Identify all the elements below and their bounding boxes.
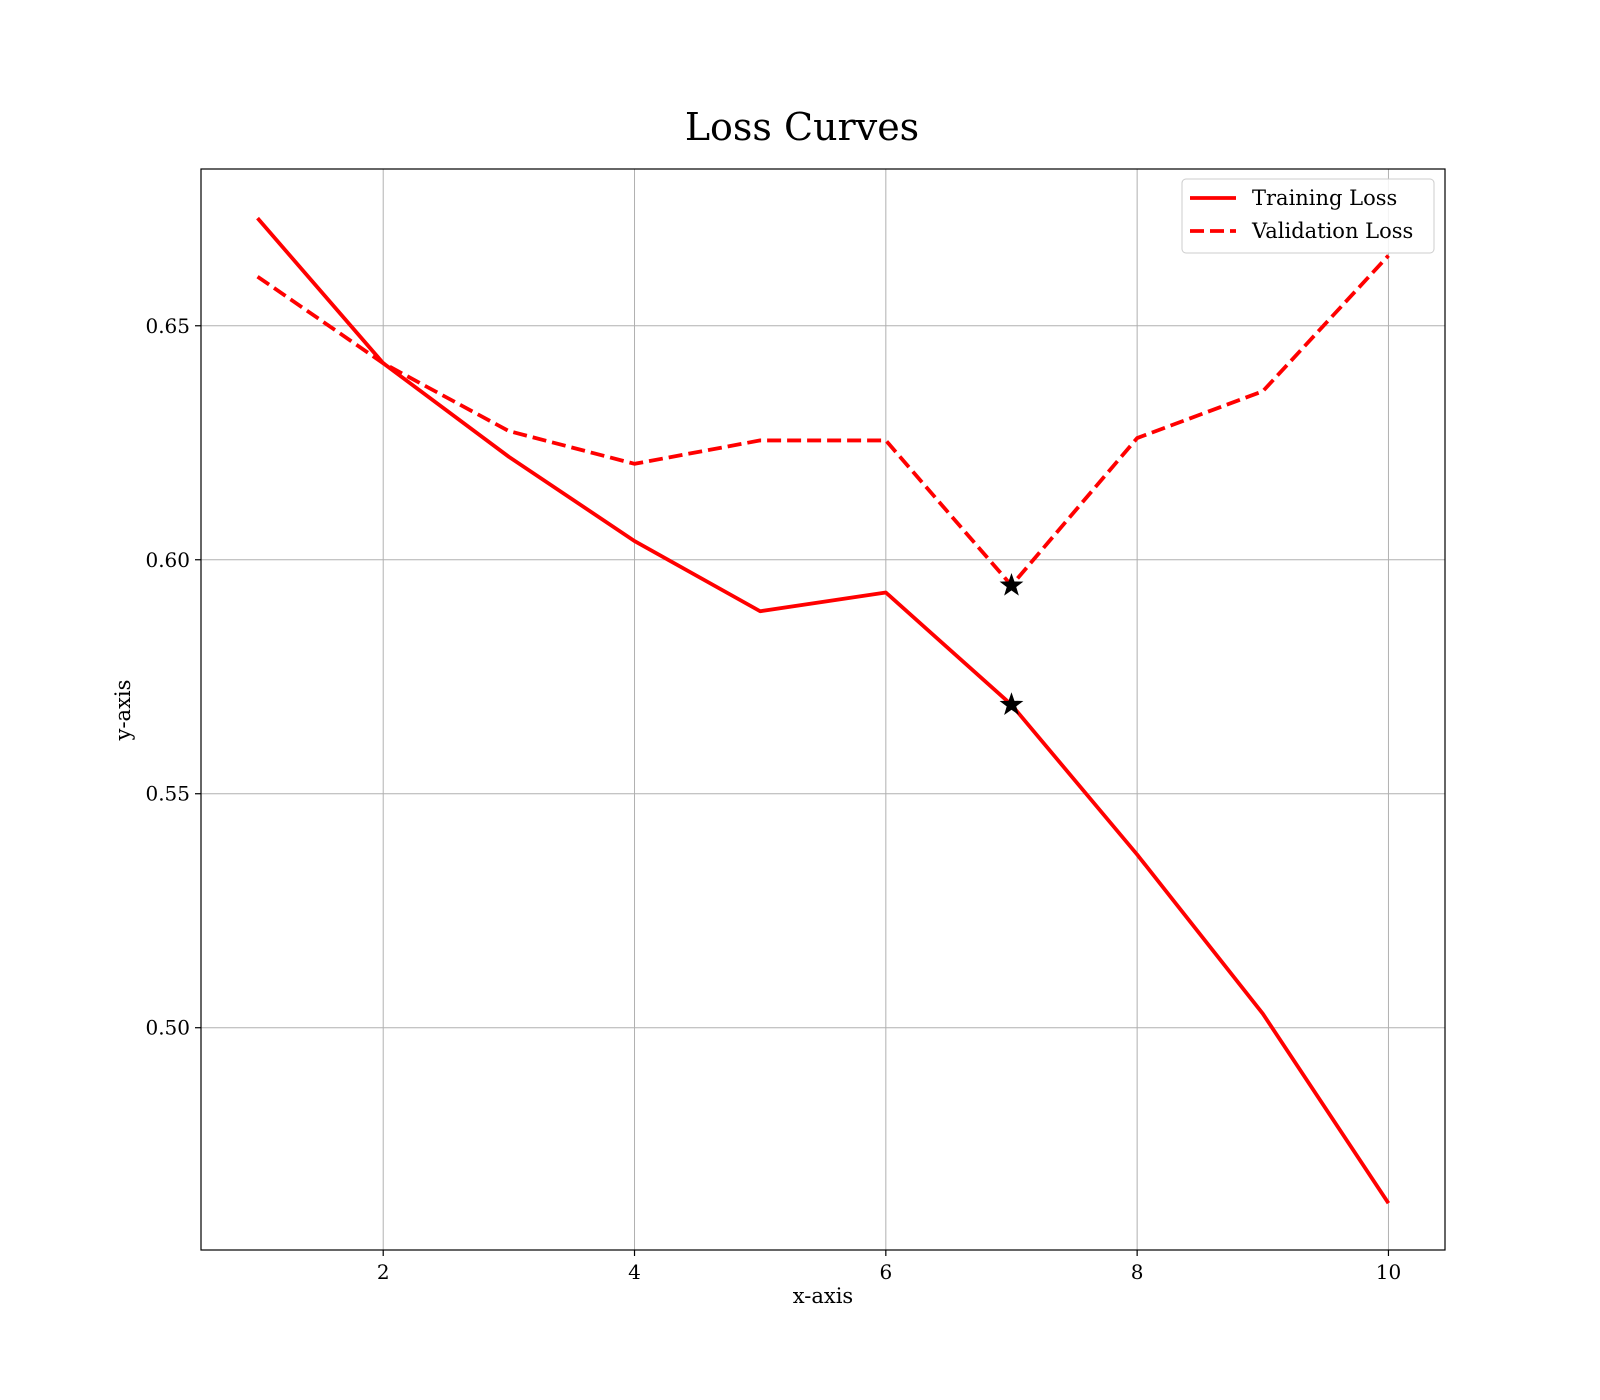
plot-frame — [200, 168, 1446, 1251]
x-tick-label: 4 — [628, 1260, 641, 1284]
axis-ticks: 2 4 6 8 10 0.50 0.55 0.60 0.65 — [145, 314, 1401, 1284]
y-axis-label: y-axis — [111, 680, 135, 742]
star-markers — [999, 572, 1024, 715]
validation-loss-line — [256, 254, 1390, 588]
x-tick-label: 10 — [1376, 1260, 1401, 1284]
legend-label-validation-loss: Validation Loss — [1251, 219, 1413, 243]
grid — [201, 169, 1445, 1250]
validation-loss-star-marker — [999, 572, 1024, 596]
y-tick-label: 0.50 — [145, 1016, 190, 1040]
legend-label-training-loss: Training Loss — [1252, 186, 1397, 210]
legend-box — [1181, 178, 1435, 254]
x-tick-label: 2 — [377, 1260, 390, 1284]
x-tick-label: 8 — [1131, 1260, 1144, 1284]
training-loss-line — [256, 216, 1391, 1205]
x-axis-label: x-axis — [793, 1284, 853, 1308]
y-tick-label: 0.55 — [145, 782, 190, 806]
series-lines — [256, 216, 1391, 1205]
y-tick-label: 0.60 — [145, 548, 190, 572]
legend: Training Loss Validation Loss — [1181, 178, 1435, 254]
training-loss-star-marker — [999, 692, 1024, 715]
x-tick-label: 6 — [879, 1260, 892, 1284]
y-tick-label: 0.65 — [145, 314, 190, 338]
chart-title: Loss Curves — [685, 105, 919, 149]
